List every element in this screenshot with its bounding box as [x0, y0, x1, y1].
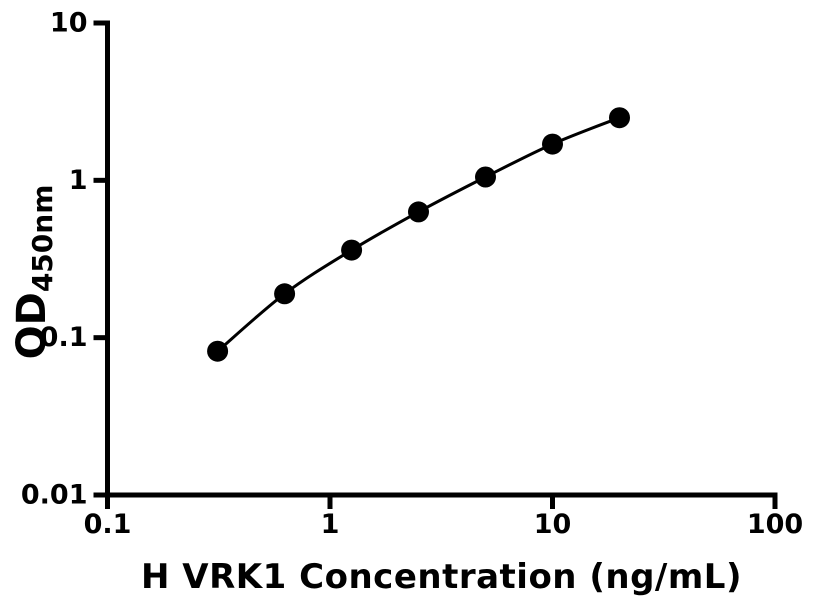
data-point	[341, 239, 363, 261]
x-axis-title: H VRK1 Concentration (ng/mL)	[141, 557, 742, 597]
y-tick-label: 1	[69, 165, 88, 196]
x-tick-label: 0.1	[84, 509, 132, 540]
data-point	[475, 166, 496, 188]
y-axis-title-subscript: 450nm	[26, 184, 59, 293]
data-point	[408, 201, 429, 223]
standard-curve-line	[216, 116, 621, 353]
x-tick-label: 10	[534, 509, 572, 540]
y-axis-title-base: OD	[9, 292, 55, 360]
y-axis-title: OD450nm	[9, 185, 59, 360]
y-tick-label: 0.01	[21, 480, 88, 511]
data-point	[207, 340, 229, 362]
x-tick-label: 100	[747, 509, 803, 540]
x-tick-label: 1	[321, 509, 340, 540]
data-point	[274, 283, 296, 305]
y-tick-label: 10	[50, 8, 88, 39]
axes-spines	[105, 20, 778, 498]
data-point	[609, 107, 630, 129]
y-tick-label: 0.1	[40, 322, 88, 353]
data-point	[542, 133, 563, 155]
